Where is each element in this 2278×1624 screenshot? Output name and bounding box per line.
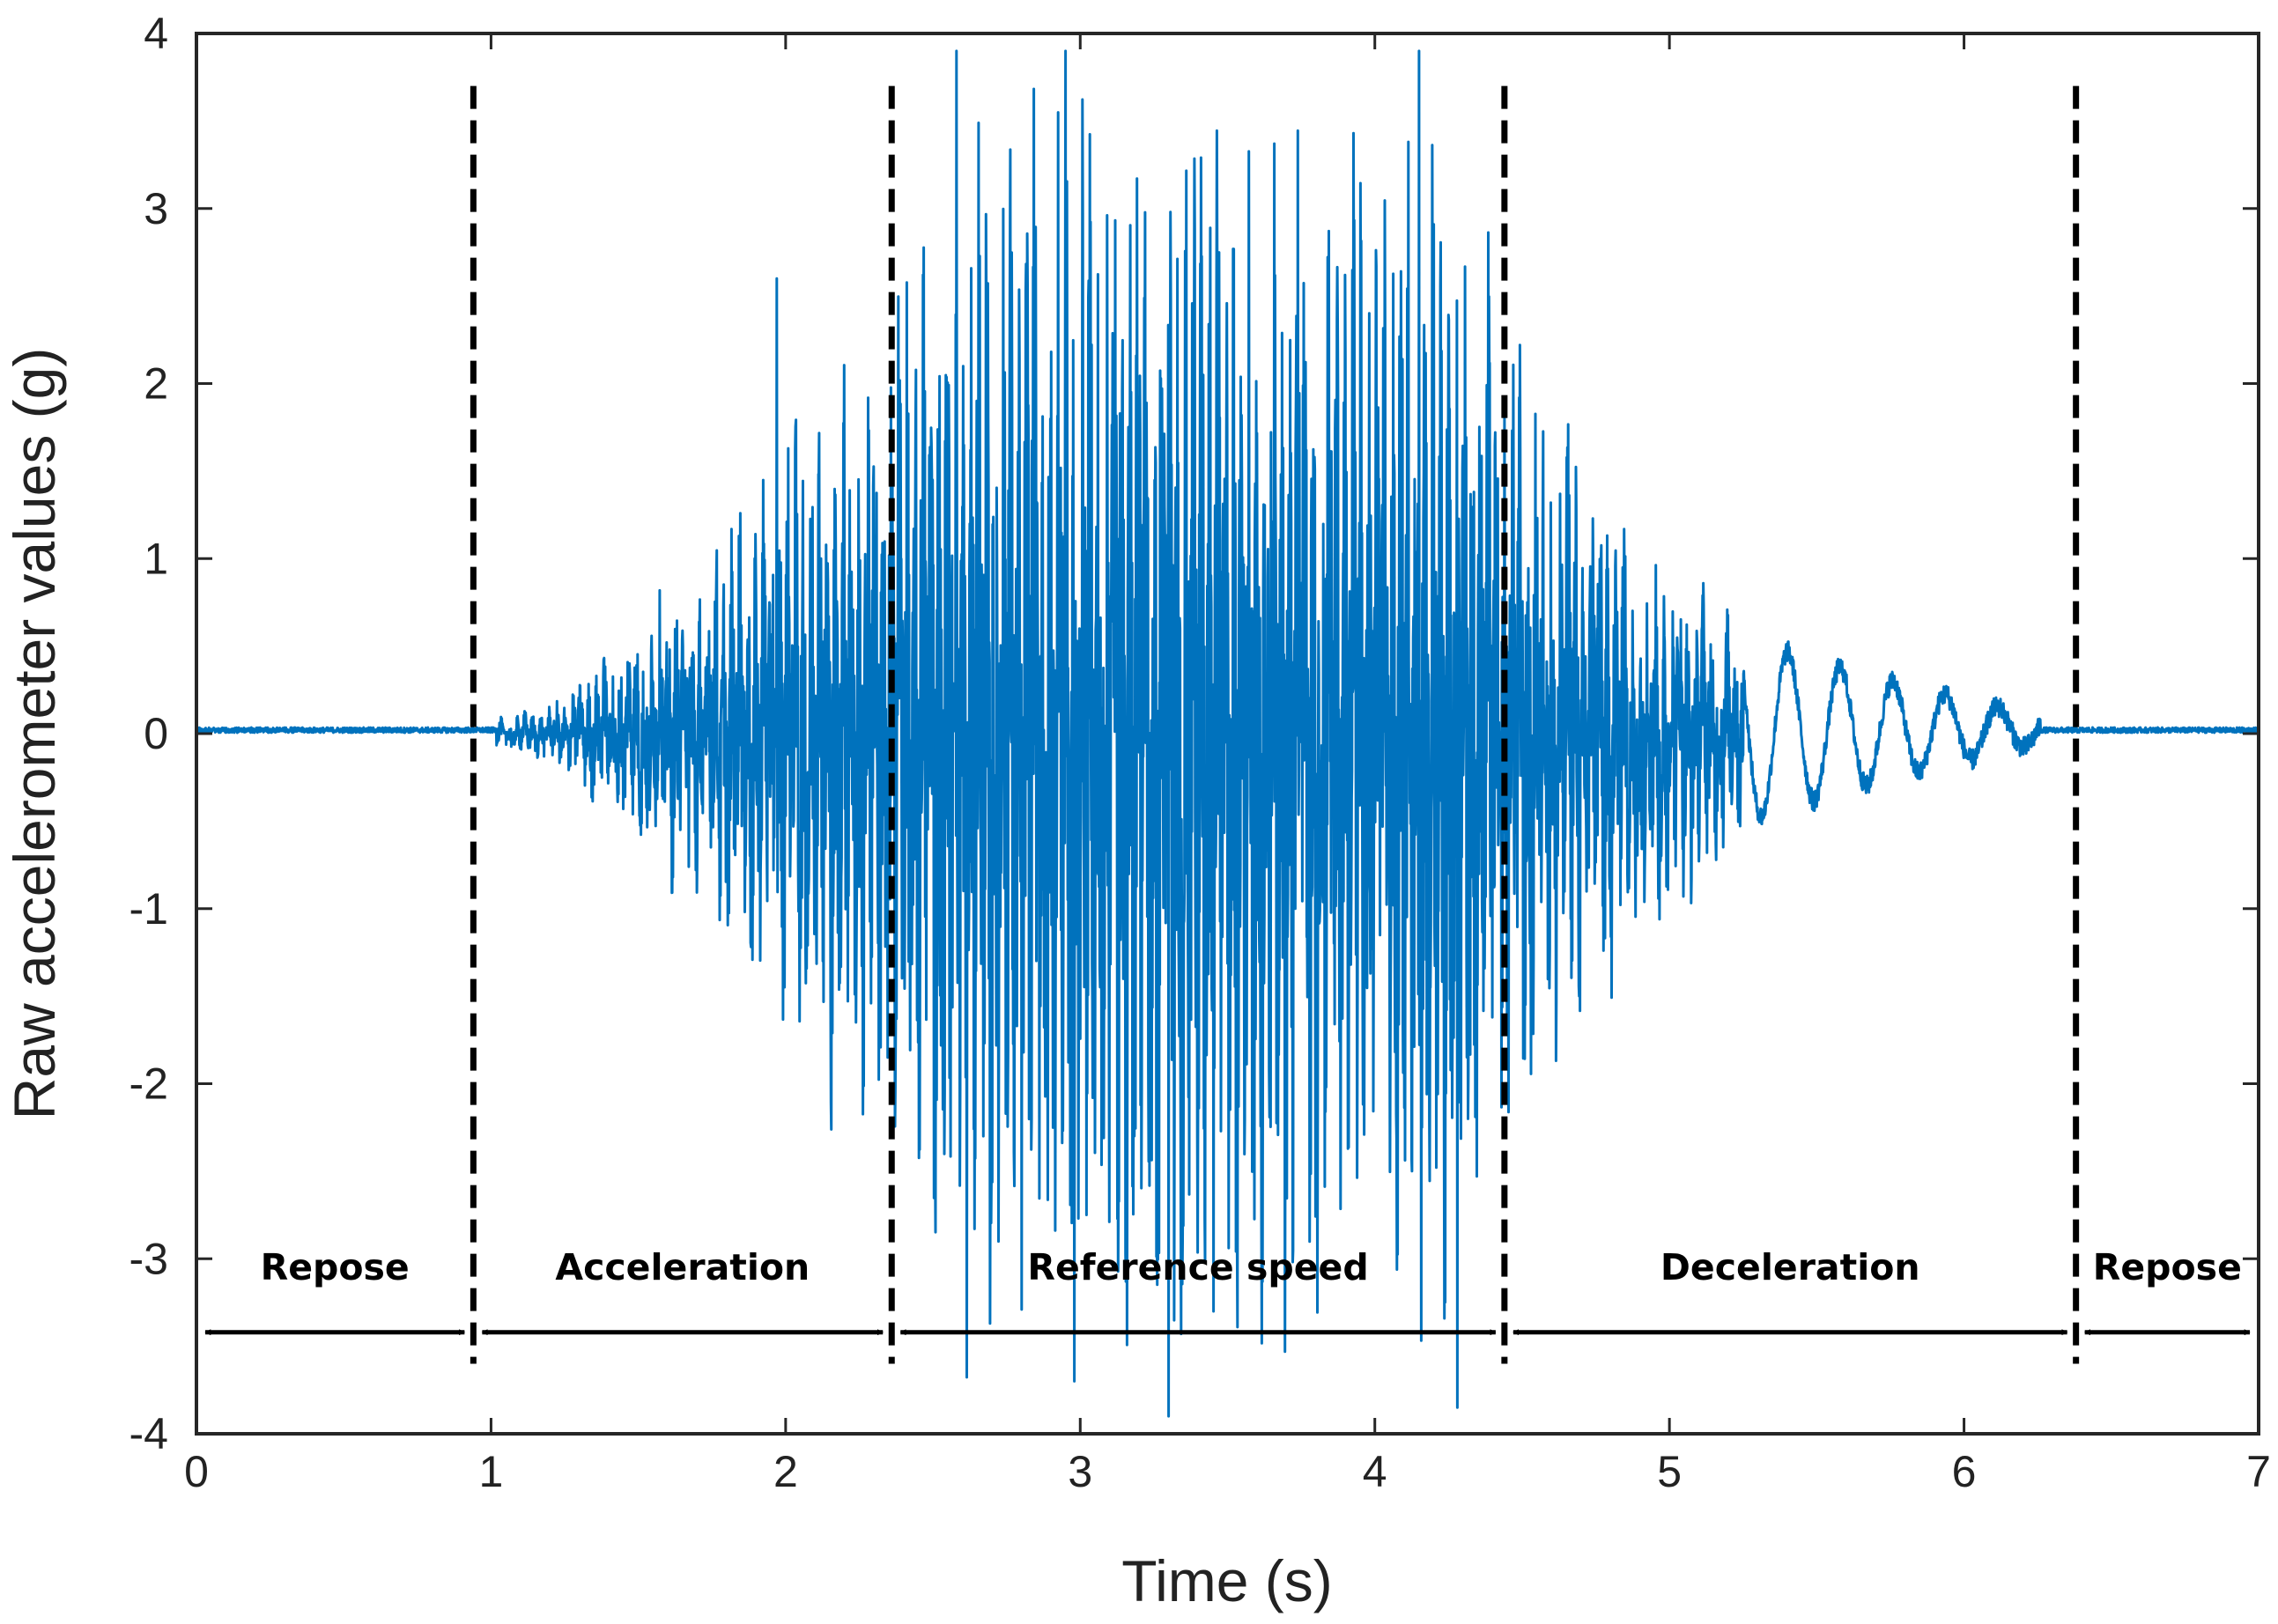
y-tick-label: 2 [144,359,168,409]
y-tick-label: 3 [144,184,168,233]
y-tick-label: -1 [129,884,168,934]
x-axis-title: Time (s) [1121,1548,1333,1613]
x-tick-label: 4 [1363,1447,1387,1496]
y-tick-label: -2 [129,1059,168,1109]
phase-label: Acceleration [555,1246,810,1288]
y-axis-title: Raw accelerometer values (g) [2,348,67,1120]
phase-label: Deceleration [1660,1246,1920,1288]
y-tick-label: 4 [144,9,168,58]
x-tick-label: 0 [184,1447,209,1496]
y-tick-label: -4 [129,1409,168,1458]
x-tick-label: 2 [773,1447,798,1496]
y-tick-label: 1 [144,534,168,583]
y-tick-label: 0 [144,709,168,758]
phase-label: Repose [2093,1246,2242,1288]
x-tick-label: 1 [479,1447,504,1496]
signal-line [196,49,2259,1418]
x-tick-label: 7 [2246,1447,2271,1496]
phase-label: Repose [261,1246,410,1288]
x-tick-label: 6 [1952,1447,1977,1496]
x-tick-label: 3 [1068,1447,1092,1496]
x-tick-label: 5 [1657,1447,1682,1496]
y-tick-label: -3 [129,1234,168,1283]
phase-label: Reference speed [1027,1246,1368,1288]
